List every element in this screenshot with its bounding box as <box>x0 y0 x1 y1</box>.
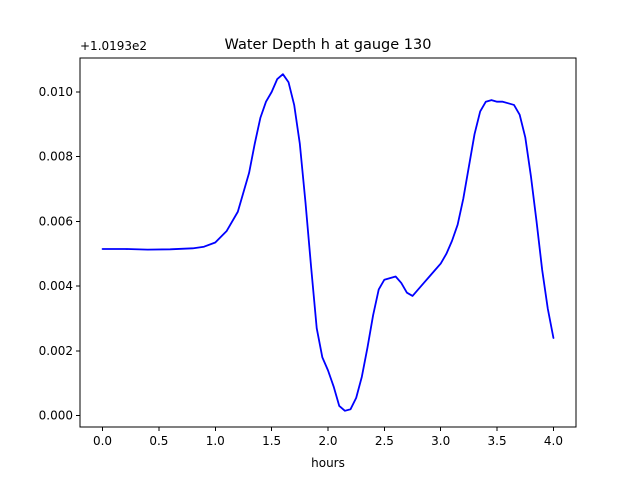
x-tick-label: 4.0 <box>544 434 563 448</box>
x-tick-label: 0.5 <box>149 434 168 448</box>
plot-area: 0.0 0.5 1.0 1.5 2.0 2.5 3.0 3.5 4.0 0.000 0.002 0.0… <box>39 57 577 448</box>
x-axis-label: hours <box>311 456 345 470</box>
x-tick-label: 2.0 <box>318 434 337 448</box>
y-tick-label: 0.004 <box>39 279 73 293</box>
x-tick-label: 3.5 <box>488 434 507 448</box>
x-tick-label: 2.5 <box>375 434 394 448</box>
y-tick-label: 0.000 <box>39 409 73 423</box>
y-tick-label: 0.010 <box>39 85 73 99</box>
y-tick-label: 0.002 <box>39 344 73 358</box>
x-tick-label: 1.5 <box>262 434 281 448</box>
x-tick-label: 1.0 <box>206 434 225 448</box>
y-tick-label: 0.006 <box>39 214 73 228</box>
y-axis-offset-label: +1.0193e2 <box>80 39 147 53</box>
chart-title: Water Depth h at gauge 130 <box>225 37 432 53</box>
series-line-0 <box>101 73 555 412</box>
y-tick-label: 0.008 <box>39 150 73 164</box>
x-tick-label: 3.0 <box>431 434 450 448</box>
x-tick-label: 0.0 <box>93 434 112 448</box>
